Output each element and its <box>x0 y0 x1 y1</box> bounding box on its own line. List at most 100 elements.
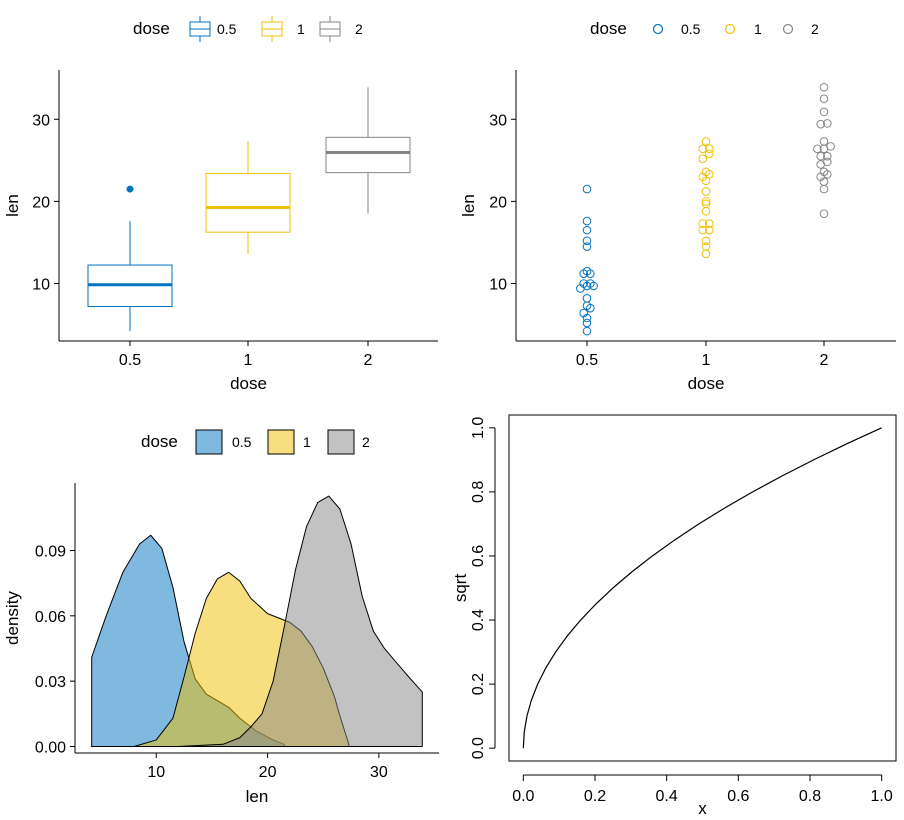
legend-key-fill <box>195 429 223 455</box>
dot-point <box>582 184 592 194</box>
y-tick-label: 0.6 <box>470 545 487 567</box>
x-tick-label: 0.4 <box>656 788 678 805</box>
y-tick-label: 0.03 <box>35 674 66 691</box>
dot-point <box>705 149 714 159</box>
y-tick-label: 20 <box>32 194 50 211</box>
y-tick-label: 0.2 <box>470 673 487 695</box>
legend-label: 1 <box>297 21 305 37</box>
x-tick-label: 20 <box>259 764 277 781</box>
dot-point <box>698 225 708 235</box>
legend-label: 0.5 <box>681 21 701 37</box>
legend-label: 2 <box>355 21 363 37</box>
box-1 <box>205 172 291 233</box>
legend-title: dose <box>133 19 170 38</box>
dot-point <box>701 206 711 216</box>
y-tick-label: 0.4 <box>470 609 487 631</box>
dot-point <box>582 293 592 303</box>
x-tick-label: 1.0 <box>871 788 893 805</box>
dot-point <box>582 225 592 235</box>
density-panel: dose 0.5 1 2 0.00 0.03 0.06 0.09 10 20 30 len densit… <box>3 429 439 806</box>
dot-point <box>819 82 829 92</box>
dot-point <box>698 144 708 154</box>
legend-label: 0.5 <box>217 21 237 37</box>
legend-label: 1 <box>303 434 311 450</box>
dot-point <box>816 119 826 129</box>
x-tick-label: 1 <box>244 352 253 369</box>
density-area-2 <box>122 495 423 747</box>
dot-point <box>701 167 711 177</box>
x-axis-title: dose <box>688 374 725 393</box>
y-axis-title: density <box>3 591 22 645</box>
dot-point <box>819 184 829 194</box>
dot-point <box>579 308 589 318</box>
x-tick-label: 10 <box>147 764 165 781</box>
x-tick-label: 0.8 <box>799 788 821 805</box>
x-tick-label: 1 <box>702 352 711 369</box>
dot-point <box>582 326 592 336</box>
dot-point <box>823 157 832 167</box>
y-tick-label: 10 <box>32 277 50 294</box>
y-tick-label: 1.0 <box>470 417 487 439</box>
x-tick-label: 0.5 <box>576 352 598 369</box>
legend-title: dose <box>141 432 178 451</box>
x-axis-title: dose <box>230 374 267 393</box>
dot-point <box>582 216 592 226</box>
dot-point <box>701 199 711 209</box>
dot-point <box>701 242 711 251</box>
dot-point <box>813 144 822 154</box>
y-axis-title: len <box>3 194 22 217</box>
legend-key-dot <box>724 23 736 35</box>
dot-point <box>705 225 714 235</box>
dot-point <box>582 318 592 328</box>
y-axis-title: len <box>459 194 478 217</box>
y-tick-label: 10 <box>489 277 507 294</box>
dot-point <box>819 137 829 146</box>
dot-point <box>586 279 595 288</box>
y-tick-label: 0.00 <box>35 739 66 756</box>
legend-label: 1 <box>754 21 762 37</box>
dot-point <box>582 242 592 251</box>
x-tick-label: 2 <box>364 352 373 369</box>
dot-point <box>701 236 711 246</box>
legend-label: 2 <box>362 434 370 450</box>
x-axis-title: x <box>698 799 707 818</box>
boxplot-panel: dose 0.5 1 2 10 20 30 0.5 1 2 dose len <box>3 16 438 393</box>
y-tick-label: 30 <box>32 112 50 129</box>
legend-key-fill <box>267 429 295 455</box>
dot-point <box>819 107 829 117</box>
sqrt-line <box>522 427 882 749</box>
y-tick-label: 0.0 <box>470 737 487 759</box>
dot-point <box>698 154 708 163</box>
box-2 <box>325 136 411 174</box>
dot-point <box>579 279 589 288</box>
dot-point <box>701 197 711 206</box>
x-tick-label: 2 <box>820 352 829 369</box>
dot-point <box>701 187 711 196</box>
outlier-point <box>126 185 134 193</box>
y-tick-label: 0.09 <box>35 544 66 561</box>
dotplot-panel: dose 0.5 1 2 10 20 30 0.5 1 2 dose len <box>459 19 896 393</box>
sqrt-line-panel: 0.0 0.2 0.4 0.6 0.8 1.0 0.0 0.2 0.4 0.6 0.8 1.0 x sqr… <box>451 414 897 818</box>
x-tick-label: 0.0 <box>512 788 534 805</box>
dot-point <box>582 266 592 276</box>
legend-key-fill <box>327 429 355 455</box>
dot-point <box>816 151 826 161</box>
x-tick-label: 0.6 <box>727 788 749 805</box>
plot-box <box>508 414 897 762</box>
y-tick-label: 0.8 <box>470 481 487 503</box>
dot-point <box>819 167 829 177</box>
x-axis-title: len <box>246 787 269 806</box>
x-tick-label: 30 <box>370 764 388 781</box>
y-tick-label: 20 <box>489 194 507 211</box>
dot-point <box>698 219 708 228</box>
x-tick-label: 0.2 <box>584 788 606 805</box>
legend-key-dot <box>652 23 664 35</box>
dot-point <box>705 219 714 228</box>
dot-point <box>701 137 711 146</box>
dot-point <box>705 144 714 154</box>
x-tick-label: 0.5 <box>119 352 141 369</box>
dot-point <box>819 209 829 219</box>
legend-title: dose <box>590 19 627 38</box>
y-tick-label: 0.06 <box>35 609 66 626</box>
